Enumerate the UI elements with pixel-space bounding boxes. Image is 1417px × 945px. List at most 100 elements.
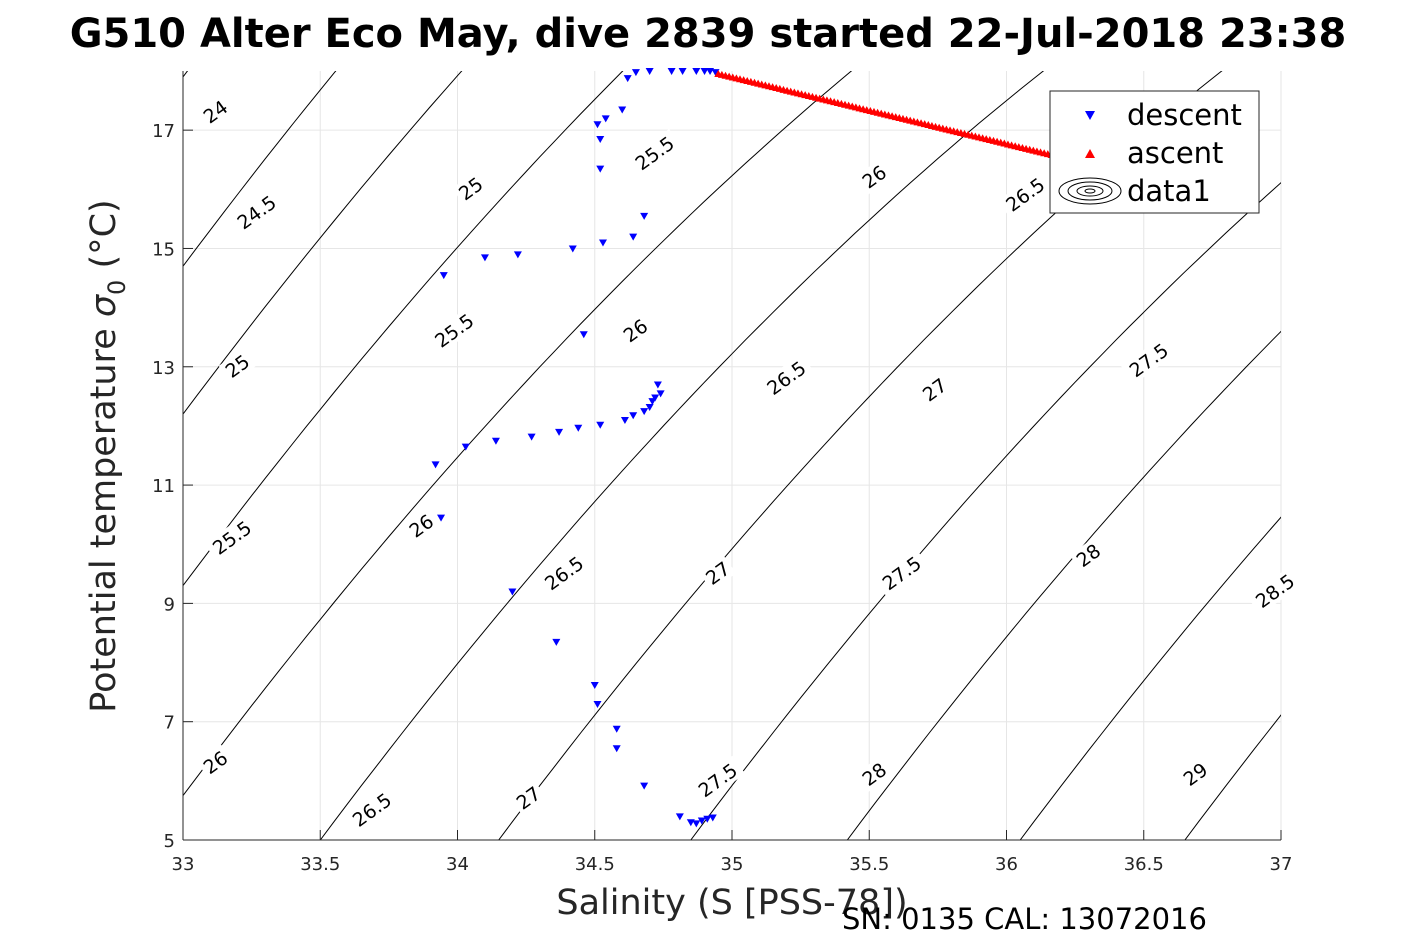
contour-label-bg-13 (758, 353, 814, 402)
descent-point-5 (629, 233, 638, 241)
isopycnal-26 (183, 71, 853, 796)
contour-label-bg-17 (915, 371, 954, 408)
descent-point-11 (618, 106, 627, 114)
descent-point-44 (640, 782, 649, 790)
legend-descent-marker (1085, 111, 1095, 120)
descent-point-30 (629, 412, 638, 420)
x-tick-label-1: 33.5 (300, 854, 340, 875)
contour-label-bg-24 (1176, 756, 1214, 792)
legend-data1-label: data1 (1127, 174, 1211, 208)
descent-point-43 (612, 745, 621, 753)
descent-point-3 (568, 245, 577, 253)
descent-point-12 (623, 75, 632, 83)
descent-point-2 (513, 251, 522, 259)
x-tick-label-2: 34 (446, 854, 469, 875)
descent-point-14 (645, 68, 654, 75)
descent-point-17 (692, 68, 701, 75)
y-tick-label-5: 15 (152, 239, 175, 260)
legend: descent ascent data1 (1049, 90, 1260, 214)
x-axis-label: Salinity (S [PSS-78]) (556, 883, 907, 923)
y-tick-label-4: 13 (152, 358, 175, 379)
legend-ascent-label: ascent (1127, 136, 1223, 170)
descent-point-40 (590, 682, 599, 690)
y-tick-label-3: 11 (152, 476, 175, 497)
descent-point-47 (692, 820, 701, 828)
contour-label-bg-4 (204, 513, 260, 562)
descent-point-23 (461, 443, 470, 451)
x-tick-label-4: 35 (721, 854, 744, 875)
contour-label-bg-1 (229, 187, 285, 237)
descent-point-22 (431, 461, 440, 469)
y-axis-label-sigma: σ (84, 293, 124, 317)
isopycnal-26-5 (319, 71, 1045, 840)
x-tick-label-8: 37 (1270, 854, 1293, 875)
legend-ascent-marker (1085, 149, 1095, 158)
x-axis-ticks: 33 33.5 34 34.5 35 35.5 36 36.5 37 (172, 830, 1293, 875)
descent-point-31 (640, 408, 649, 416)
contour-label-bg-16 (699, 555, 737, 591)
descent-point-35 (656, 390, 665, 398)
contour-label-bg-20 (1121, 335, 1177, 385)
descent-point-4 (598, 239, 607, 247)
x-tick-label-3: 34.5 (575, 854, 615, 875)
density-contours (183, 71, 1281, 840)
descent-point-26 (555, 428, 564, 436)
contour-label-bg-8 (402, 507, 440, 544)
y-axis-label-subscript: 0 (103, 280, 131, 295)
y-axis-ticks: 5 7 9 11 13 15 17 (152, 121, 193, 852)
contour-label-bg-9 (616, 312, 654, 349)
descent-point-34 (651, 394, 660, 402)
descent-point-49 (703, 815, 712, 823)
contour-label-bg-22 (1069, 537, 1107, 573)
y-tick-label-2: 9 (164, 594, 175, 615)
contour-label-bg-10 (855, 158, 893, 195)
descent-point-41 (593, 700, 602, 708)
descent-point-13 (631, 69, 640, 77)
contour-label-bg-12 (536, 548, 592, 598)
descent-point-38 (508, 588, 517, 596)
descent-point-0 (439, 272, 448, 280)
x-tick-label-0: 33 (172, 854, 195, 875)
contour-label-bg-2 (452, 170, 490, 207)
descent-point-18 (700, 68, 709, 75)
chart-title: G510 Alter Eco May, dive 2839 started 22… (70, 11, 1347, 57)
x-tick-label-5: 35.5 (849, 854, 889, 875)
descent-point-32 (645, 403, 654, 411)
descent-point-16 (678, 68, 687, 75)
descent-point-21 (579, 331, 588, 339)
y-axis-label: Potential temperature σ0 (°C) (84, 199, 131, 712)
descent-point-50 (708, 814, 717, 822)
contour-label-bg-18 (690, 755, 746, 805)
descent-point-28 (596, 421, 605, 429)
data-markers (431, 68, 1063, 828)
descent-point-42 (612, 725, 621, 733)
contour-label-bg-15 (509, 780, 547, 816)
descent-point-45 (675, 813, 684, 821)
descent-point-29 (620, 417, 629, 425)
contour-label-bg-23 (1247, 566, 1303, 615)
isopycnal-27-5 (690, 182, 1281, 840)
descent-point-39 (552, 638, 561, 646)
descent-point-9 (593, 121, 602, 129)
contour-label-bg-14 (997, 170, 1053, 219)
descent-point-7 (596, 165, 605, 173)
contour-label-bg-3 (218, 348, 256, 384)
legend-descent-label: descent (1127, 98, 1242, 132)
x-tick-label-7: 36.5 (1124, 854, 1164, 875)
y-tick-label-1: 7 (164, 713, 175, 734)
descent-point-10 (601, 115, 610, 123)
contour-label-bg-19 (874, 548, 930, 598)
descent-point-6 (640, 212, 649, 220)
x-tick-label-6: 36 (995, 854, 1018, 875)
descent-point-1 (480, 254, 489, 262)
isopycnal-28 (846, 330, 1281, 840)
descent-point-8 (596, 136, 605, 144)
descent-point-36 (653, 381, 662, 389)
footer-serial-cal: SN: 0135 CAL: 13072016 (842, 902, 1207, 936)
isopycnal-27 (498, 71, 1223, 840)
descent-point-20 (711, 69, 720, 77)
descent-point-25 (527, 433, 536, 441)
y-tick-label-6: 17 (152, 121, 175, 142)
contour-label-bg-7 (196, 744, 234, 781)
